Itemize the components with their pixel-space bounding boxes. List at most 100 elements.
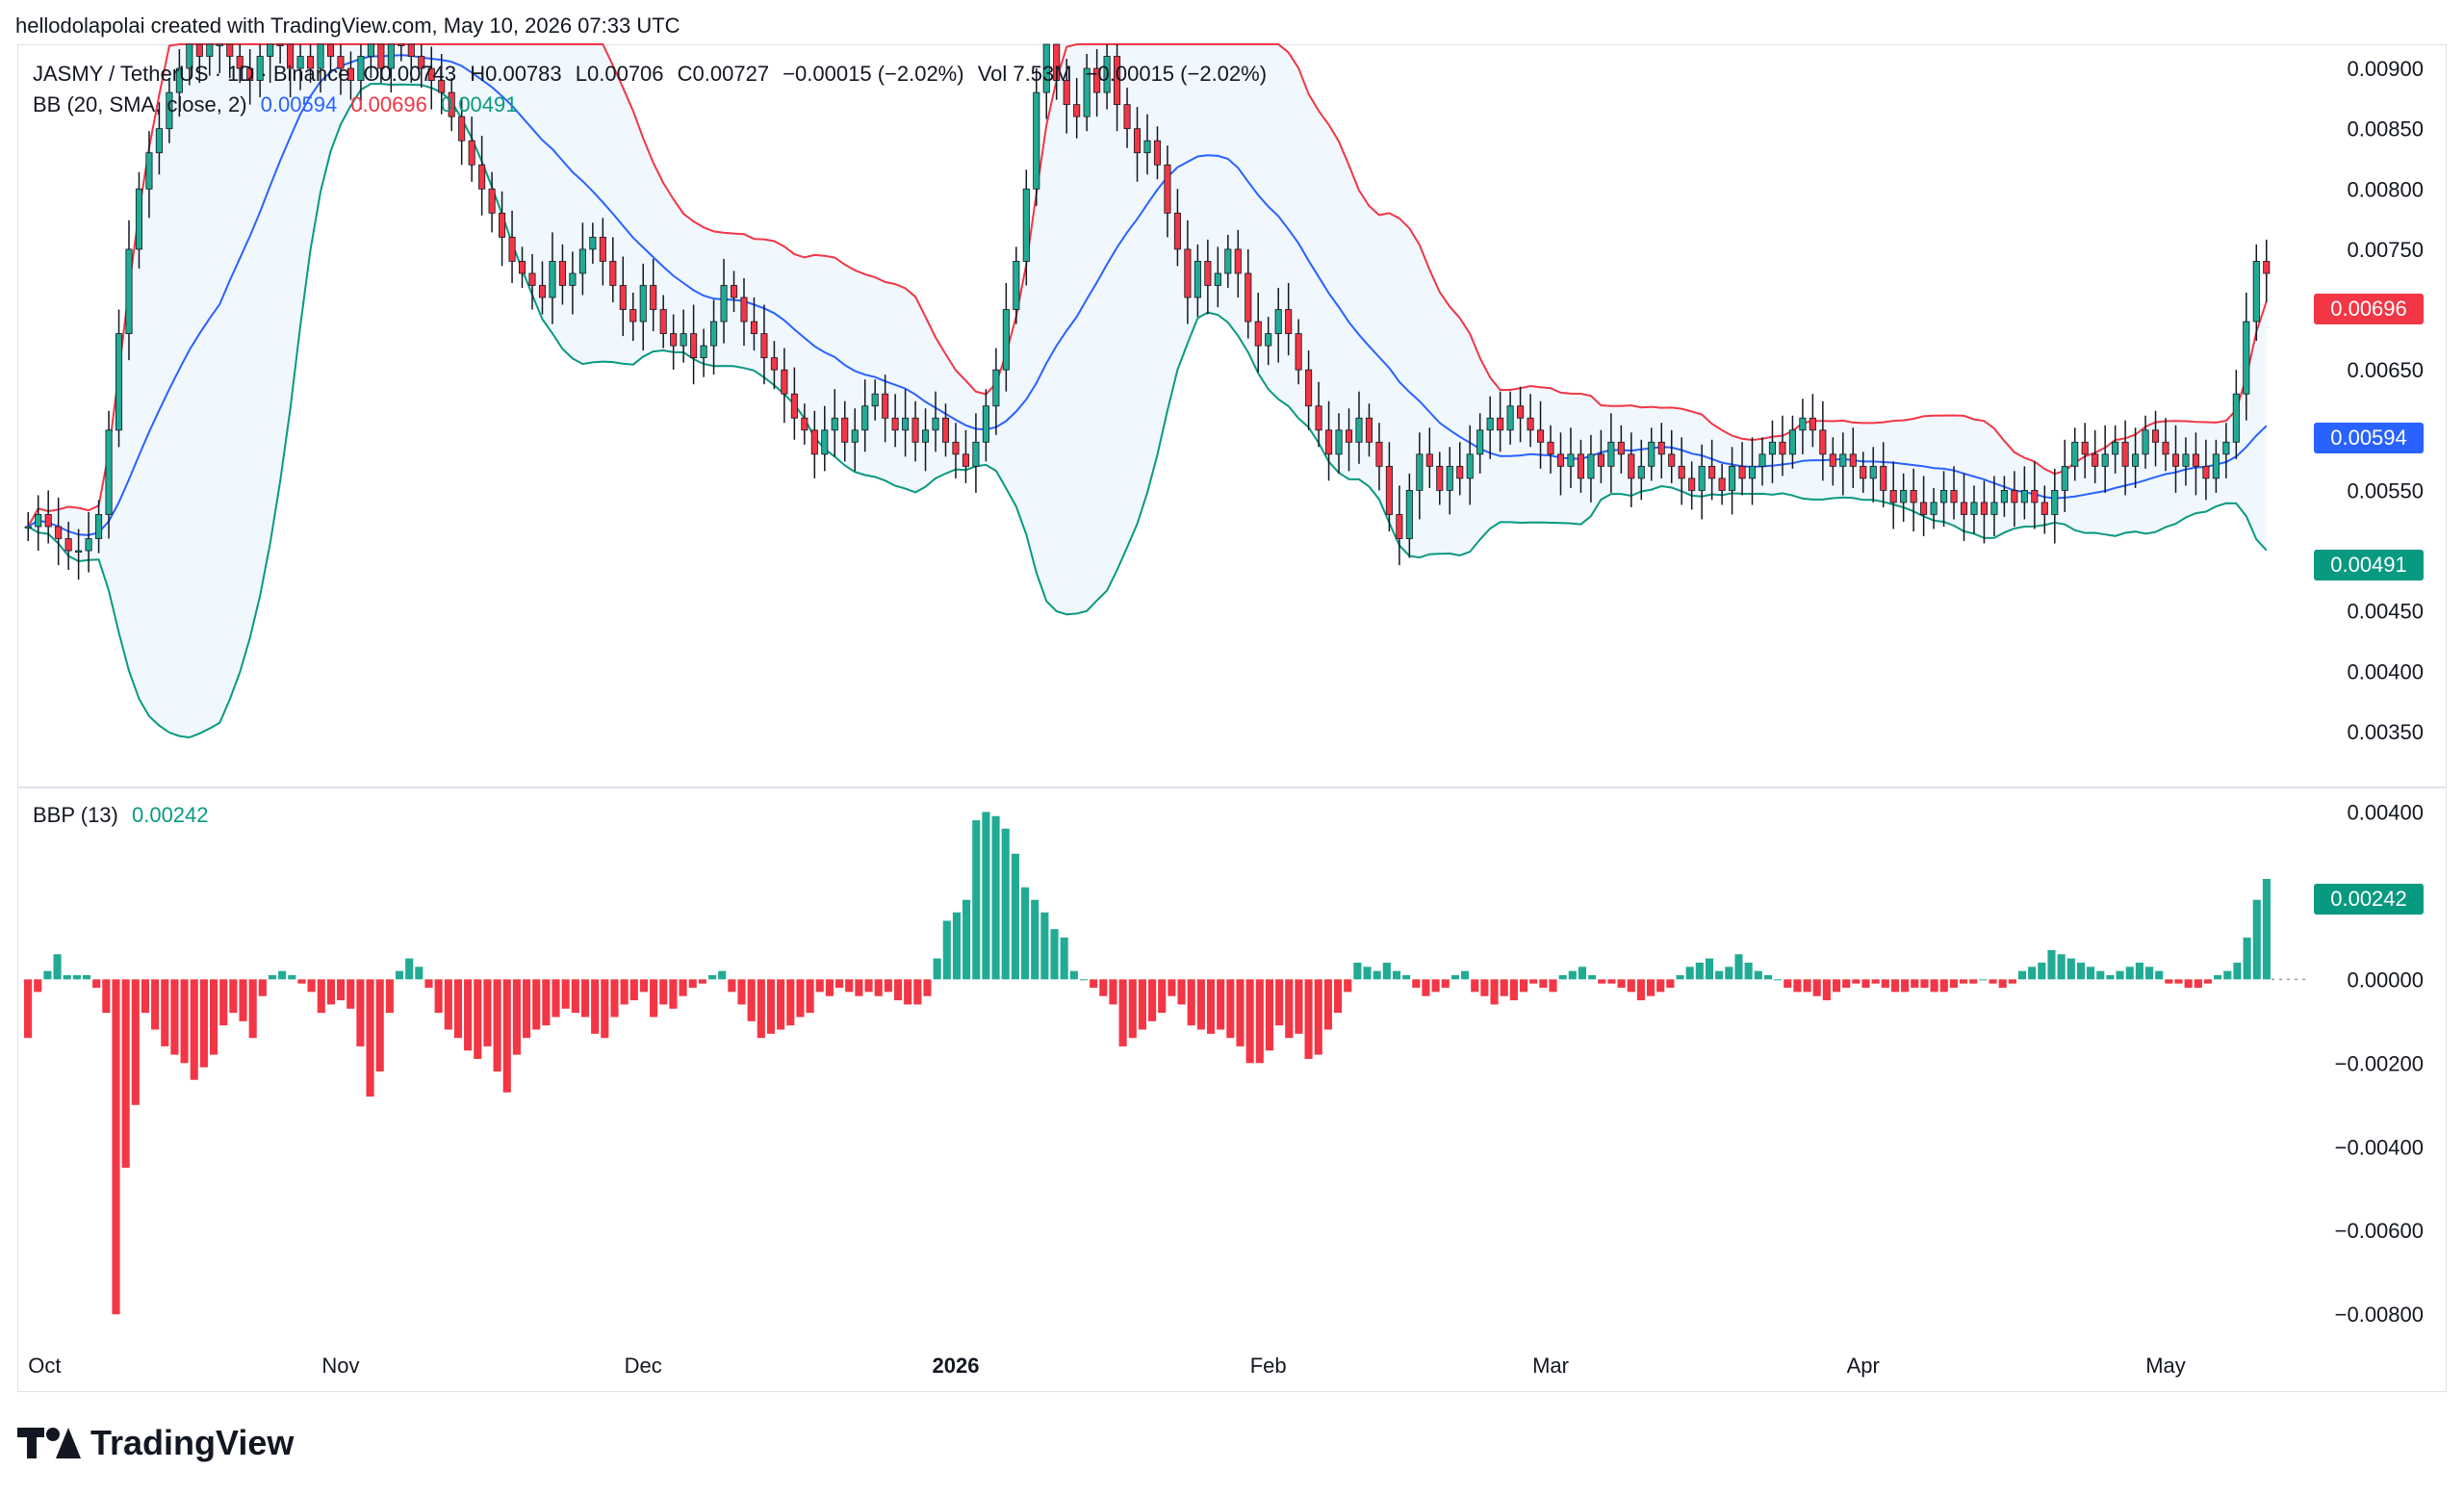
tradingview-logo[interactable]: TradingView [17,1423,294,1463]
candle [1164,164,1171,214]
bbp-bar [1763,974,1773,980]
bbp-bar [385,979,394,1014]
bbp-bar [1939,979,1948,993]
time-tick-label: Nov [321,1354,359,1378]
candle [589,236,597,250]
bbp-bar [72,974,81,980]
candle [155,128,163,154]
candle [659,309,667,334]
bbp-bar [884,979,892,993]
bbp-bar [1471,979,1479,993]
candle [1053,43,1061,81]
time-tick-label: Apr [1847,1354,1880,1378]
candle [952,441,960,455]
candle [2061,465,2068,491]
candle [1375,441,1383,467]
bbp-bar [24,979,33,1039]
candle [1194,261,1201,298]
time-tick-label: Mar [1532,1354,1569,1378]
bbp-tick-label: 0.00000 [2347,967,2424,992]
bbp-bar [601,979,609,1039]
candle [2202,465,2210,479]
bbp-bar [757,979,765,1039]
candle [790,393,798,419]
bbp-bar [1754,970,1762,980]
candle [135,188,143,250]
price-tick-label: 0.00550 [2347,478,2424,503]
candle [1536,429,1545,443]
bbp-bar [102,979,111,1014]
candle [650,285,657,310]
candle [2132,453,2140,467]
candle [44,514,52,528]
bbp-bar [1842,979,1851,989]
bbp-bar [199,979,208,1068]
candle [1748,465,1757,479]
candle [55,526,63,539]
candle [1617,441,1625,455]
candle [518,261,526,274]
bbp-bar [2174,979,2183,984]
bbp-bar [1090,979,1098,989]
candle [1325,429,1333,455]
candle [2081,441,2089,455]
bbp-bar [190,979,198,1080]
candle [730,285,738,298]
bbp-bar [1676,974,1684,980]
candle [1920,502,1928,515]
candle [1355,417,1363,443]
time-tick-label: Feb [1250,1354,1287,1378]
bbp-bar [561,979,570,1009]
bbp-bar [542,979,551,1026]
bbp-bar [1226,979,1235,1039]
bbp-bar [825,979,834,996]
candle [1497,417,1504,431]
bbp-bar [1558,974,1567,980]
price-tick-label: 0.00350 [2347,720,2424,744]
time-tick-label: Oct [28,1354,61,1378]
candle [1093,67,1101,93]
candle [1889,490,1897,503]
candle [1214,272,1221,286]
candle [1738,465,1746,479]
bbp-bar [493,979,501,1071]
candle [982,405,989,443]
candle [166,91,173,130]
bbp-bar [346,979,355,1009]
bbp-bar [855,979,863,996]
candle [922,429,930,443]
bbp-bar [1979,979,1988,981]
candle [1265,333,1272,347]
bbp-bar [512,979,521,1055]
candle [801,417,808,431]
candle [1880,465,1887,491]
bbp-bar [1646,979,1656,996]
bbp-bar [2243,937,2251,980]
bbp-bar [395,970,404,980]
candle [1839,453,1847,467]
candle [357,56,365,81]
bbp-bar [483,979,492,1046]
bbp-bar [2194,979,2202,989]
bbp-bar [2096,970,2105,980]
bbp-bar [522,979,531,1039]
bbp-bar [415,967,424,980]
candle [1506,405,1514,431]
bbp-bar [1255,979,1264,1064]
candle [2092,453,2099,467]
bbp-bar [239,979,247,1021]
bbp-bar [1822,979,1831,1001]
candle [2040,502,2048,515]
candle [1698,465,1706,491]
bbp-bar [1285,979,1294,1039]
candle [1274,309,1282,334]
candle [1103,56,1111,93]
bbp-bar [1588,974,1597,980]
bbp-bar [1148,979,1157,1021]
time-tick-label: May [2145,1354,2186,1378]
bbp-bar [2165,979,2173,984]
candle [1123,104,1131,130]
candle [700,345,707,359]
candle [1930,502,1938,515]
